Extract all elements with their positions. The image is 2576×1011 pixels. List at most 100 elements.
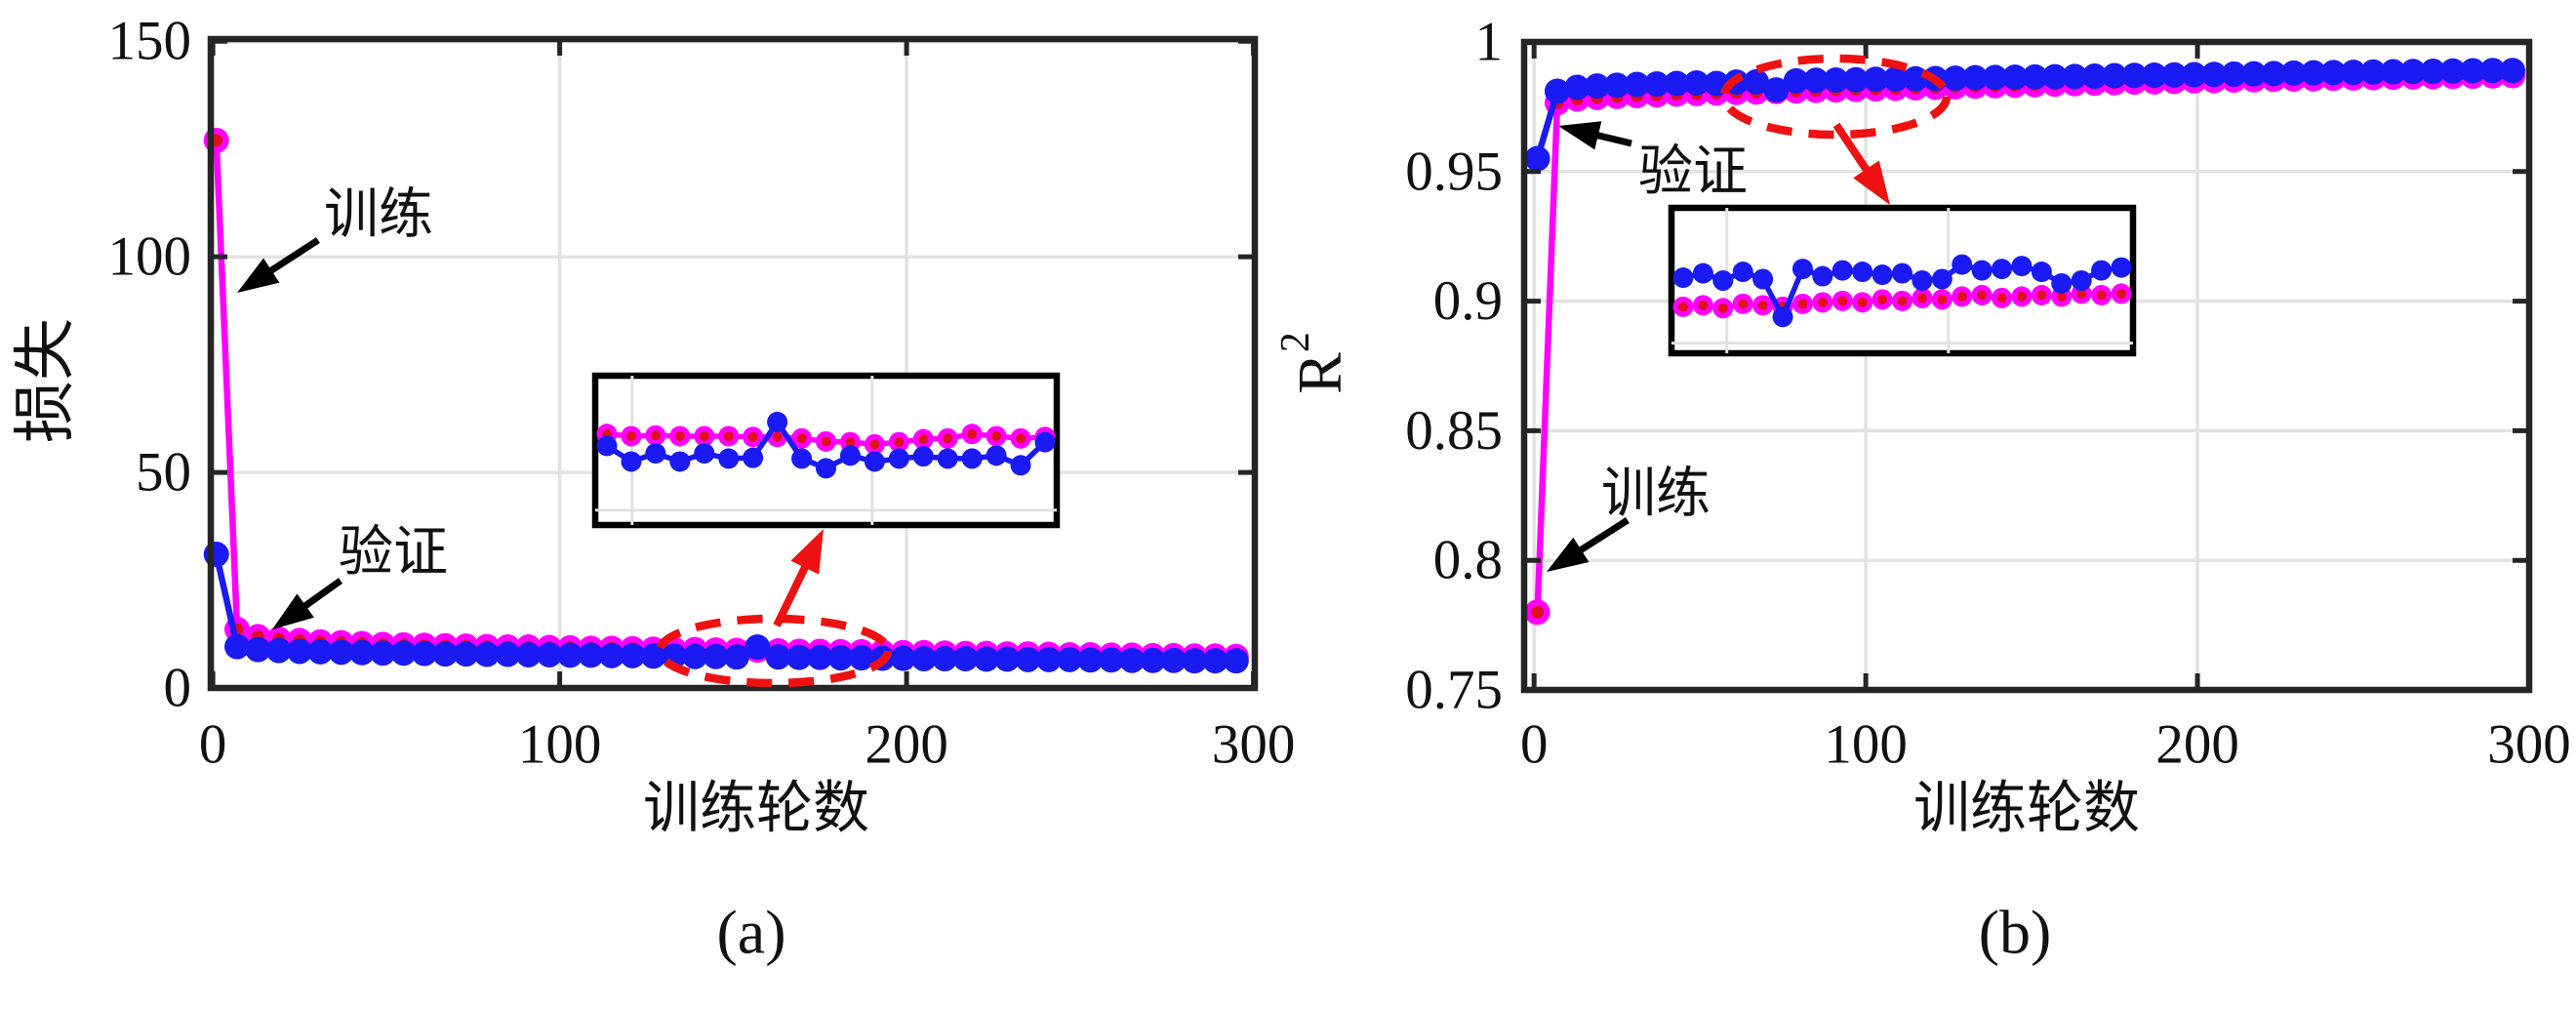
inset-marker-core <box>1698 300 1709 310</box>
validation-marker <box>640 643 666 669</box>
inset-validation-marker <box>937 448 958 469</box>
inset-validation-marker <box>839 445 861 466</box>
inset-validation-marker <box>2111 257 2132 278</box>
validation-marker <box>1942 65 1968 92</box>
inset-validation-marker <box>718 448 740 469</box>
ticks <box>210 38 1257 691</box>
validation-marker <box>2102 62 2128 89</box>
inset-validation-marker <box>1892 263 1912 284</box>
x-tick-label: 200 <box>865 714 948 776</box>
annotation-label: 验证 <box>339 521 448 583</box>
validation-marker <box>2380 59 2406 85</box>
inset-marker-core <box>845 437 856 448</box>
validation-marker <box>390 640 417 667</box>
validation-marker <box>952 645 979 671</box>
validation-marker <box>1119 647 1146 673</box>
inset-validation-marker <box>2071 270 2092 291</box>
validation-marker <box>890 645 916 671</box>
inset-validation-marker <box>1831 260 1853 281</box>
validation-marker <box>2320 60 2347 86</box>
highlight-ellipse <box>655 614 893 688</box>
inset-marker-core <box>699 430 709 441</box>
validation-marker <box>745 634 771 661</box>
validation-marker <box>536 641 562 667</box>
validation-marker <box>2062 63 2088 90</box>
inset-marker-core <box>1797 299 1808 309</box>
validation-marker <box>910 645 937 671</box>
validation-marker <box>1624 71 1650 98</box>
y-tick-label: 0.75 <box>1405 660 1503 721</box>
validation-marker <box>1584 73 1610 100</box>
validation-marker <box>1823 67 1849 94</box>
inset-validation-marker <box>864 451 885 472</box>
validation-marker <box>1140 647 1166 673</box>
panel-b: 0 100 200 300 0.75 0.8 0.85 0.9 0.95 1 训练轮数 R2 (b) 验证… <box>1273 12 2571 967</box>
annotation-训练: 训练 <box>1547 463 1711 572</box>
zoom-arrow-head <box>1853 160 1890 205</box>
validation-marker <box>765 644 791 670</box>
validation-marker <box>2400 59 2427 85</box>
axis-box <box>1520 38 2533 694</box>
validation-marker <box>224 633 251 660</box>
marker-core <box>1531 605 1545 619</box>
validation-marker <box>2500 58 2526 84</box>
validation-marker <box>2161 61 2188 88</box>
validation-marker <box>1982 64 2008 91</box>
validation-marker <box>453 641 479 667</box>
validation-marker <box>1057 646 1083 672</box>
validation-marker <box>2221 61 2247 87</box>
validation-marker <box>2439 58 2466 84</box>
validation-marker <box>2201 61 2228 88</box>
inset-marker-core <box>1837 296 1848 306</box>
inset-marker-core <box>796 433 807 444</box>
validation-marker <box>515 641 542 667</box>
inset-marker-core <box>1897 296 1908 306</box>
validation-marker <box>1743 68 1769 95</box>
y-tick-label: 50 <box>136 442 191 504</box>
inset-marker-core <box>772 431 783 442</box>
annotation-label: 训练 <box>1601 463 1711 524</box>
highlight-ellipse <box>1719 54 1952 140</box>
inset-validation-marker <box>2051 272 2073 294</box>
validation-marker <box>2141 61 2167 88</box>
inset-marker-core <box>2116 288 2126 299</box>
inset-marker-core <box>918 434 929 445</box>
inset-validation-marker <box>2031 262 2052 283</box>
validation-marker <box>411 640 437 667</box>
zoom-arrow-head <box>790 529 824 575</box>
inset-marker-core <box>1678 302 1688 312</box>
validation-marker <box>1564 74 1590 101</box>
validation-marker <box>932 645 958 671</box>
inset-validation-marker <box>669 451 691 472</box>
annotation-验证: 验证 <box>272 521 448 629</box>
annotation-arrow-head <box>237 258 280 293</box>
inset-validation-marker <box>986 445 1007 466</box>
inset-validation-marker <box>621 451 642 472</box>
inset-validation-marker <box>1672 267 1694 289</box>
validation-marker <box>1202 648 1228 674</box>
validation-marker <box>1783 67 1809 94</box>
validation-marker <box>598 642 624 668</box>
axis-box <box>207 35 1259 692</box>
inset-validation-marker <box>816 458 836 479</box>
annotation-label: 验证 <box>1638 141 1748 202</box>
inset-marker-core <box>1996 293 2007 303</box>
validation-marker <box>1664 70 1690 97</box>
inset-validation-marker <box>2091 260 2113 281</box>
inset-validation-marker <box>1912 270 1933 291</box>
y-tick-label: 0.95 <box>1405 141 1503 202</box>
inset-marker-core <box>650 430 661 441</box>
validation-marker <box>1643 71 1670 98</box>
inset-marker-core <box>991 430 1002 441</box>
validation-marker <box>578 642 604 668</box>
inset-validation-marker <box>1752 268 1774 290</box>
panel-caption: (a) <box>716 898 785 967</box>
validation-marker <box>2460 58 2486 84</box>
y-tick-label: 0.9 <box>1433 270 1503 332</box>
annotation-arrow-head <box>1558 121 1602 150</box>
validation-marker <box>2479 58 2506 84</box>
validation-marker <box>2121 62 2148 89</box>
validation-marker <box>2420 59 2446 85</box>
inset-marker-core <box>967 428 978 439</box>
